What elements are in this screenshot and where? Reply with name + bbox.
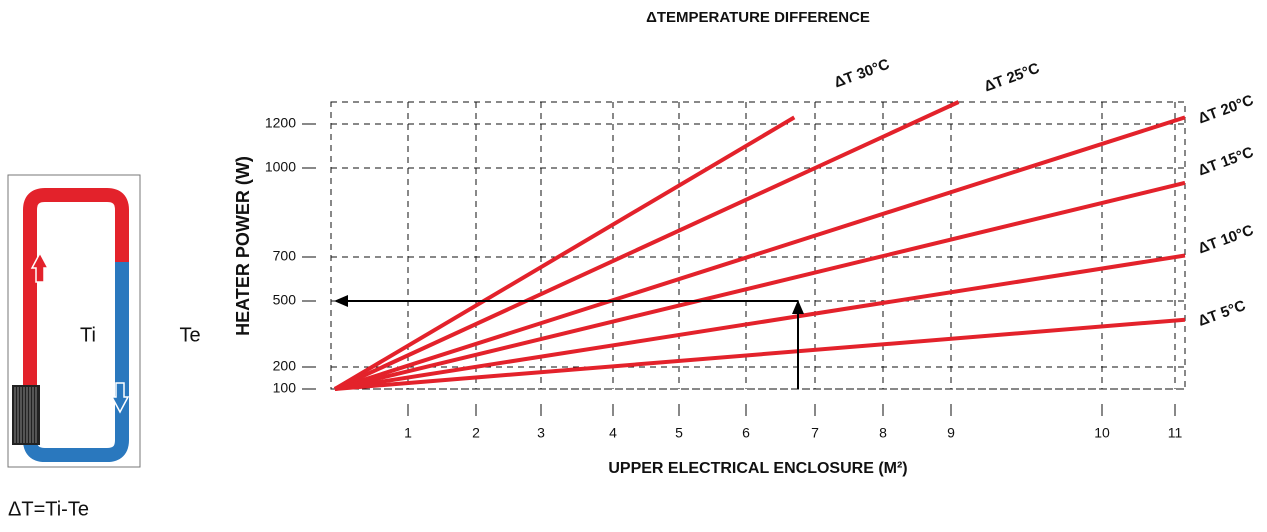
y-tick-label: 700 [273,248,297,264]
y-tick-label: 1000 [265,159,296,175]
x-tick-label: 5 [675,425,683,441]
chart-title: ΔTEMPERATURE DIFFERENCE [646,9,870,26]
x-tick-label: 4 [609,425,617,441]
curve-label: ΔT 25°C [982,60,1042,96]
curve [334,100,960,391]
x-tick-label: 6 [742,425,750,441]
y-tick-label: 1200 [265,115,296,131]
x-axis-label: UPPER ELECTRICAL ENCLOSURE (M²) [608,460,907,477]
curve-label: ΔT 5°C [1196,297,1248,330]
curve-label: ΔT 15°C [1196,144,1256,180]
x-tick-label: 10 [1094,425,1110,441]
y-tick-label: 500 [273,292,297,308]
y-axis-label: HEATER POWER (W) [233,156,253,336]
outside-label: Te [179,324,200,346]
cold-loop [23,262,129,462]
x-tick-label: 11 [1168,425,1183,441]
curve [334,317,1186,391]
inside-label: Ti [80,324,96,346]
curve-label: ΔT 20°C [1196,92,1256,128]
plot: 100 200 500 700 1000 1200 1 2 3 4 5 6 7 8 9 10 11 ΔT 30°C… [265,56,1256,441]
curve [333,115,796,391]
curve [334,115,1186,391]
curve [334,253,1186,391]
x-tick-label: 1 [404,425,412,441]
y-tick-label: 200 [273,358,297,374]
x-tick-label: 3 [537,425,545,441]
reading-example [334,295,804,389]
formula: ΔT=Ti-Te [8,498,89,520]
down-arrow [110,382,130,414]
up-arrow [30,251,50,283]
x-tick-label: 2 [472,425,480,441]
plot-frame [330,101,1186,390]
y-tick-label: 100 [273,380,297,396]
heater [12,385,40,445]
curve-label: ΔT 10°C [1196,222,1256,258]
x-tick-label: 9 [947,425,955,441]
x-tick-label: 8 [879,425,887,441]
curve-label: ΔT 30°C [832,56,892,92]
x-tick-label: 7 [811,425,819,441]
curve [334,180,1186,391]
warm-loop [23,188,129,385]
